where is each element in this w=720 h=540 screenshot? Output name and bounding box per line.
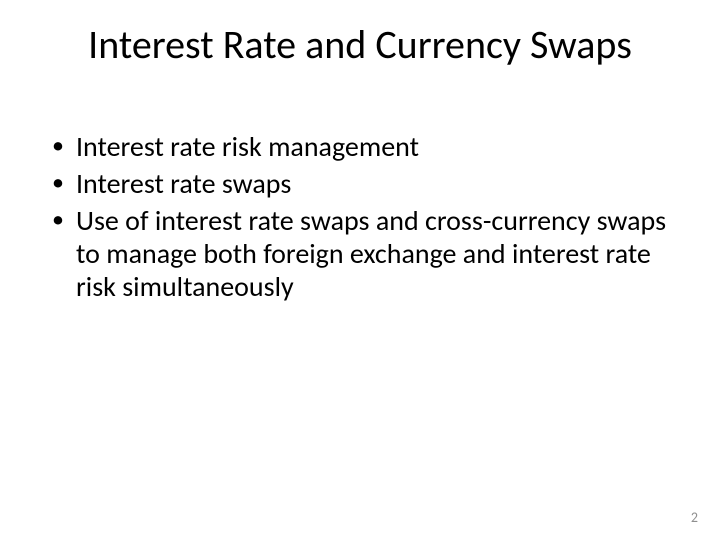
page-number: 2 bbox=[691, 509, 698, 526]
slide: Interest Rate and Currency Swaps Interes… bbox=[0, 0, 720, 540]
list-item: Use of interest rate swaps and cross-cur… bbox=[48, 204, 672, 303]
bullet-list: Interest rate risk management Interest r… bbox=[48, 130, 672, 303]
list-item: Interest rate swaps bbox=[48, 167, 672, 200]
list-item: Interest rate risk management bbox=[48, 130, 672, 163]
slide-body: Interest rate risk management Interest r… bbox=[48, 130, 672, 307]
slide-title: Interest Rate and Currency Swaps bbox=[0, 20, 720, 69]
